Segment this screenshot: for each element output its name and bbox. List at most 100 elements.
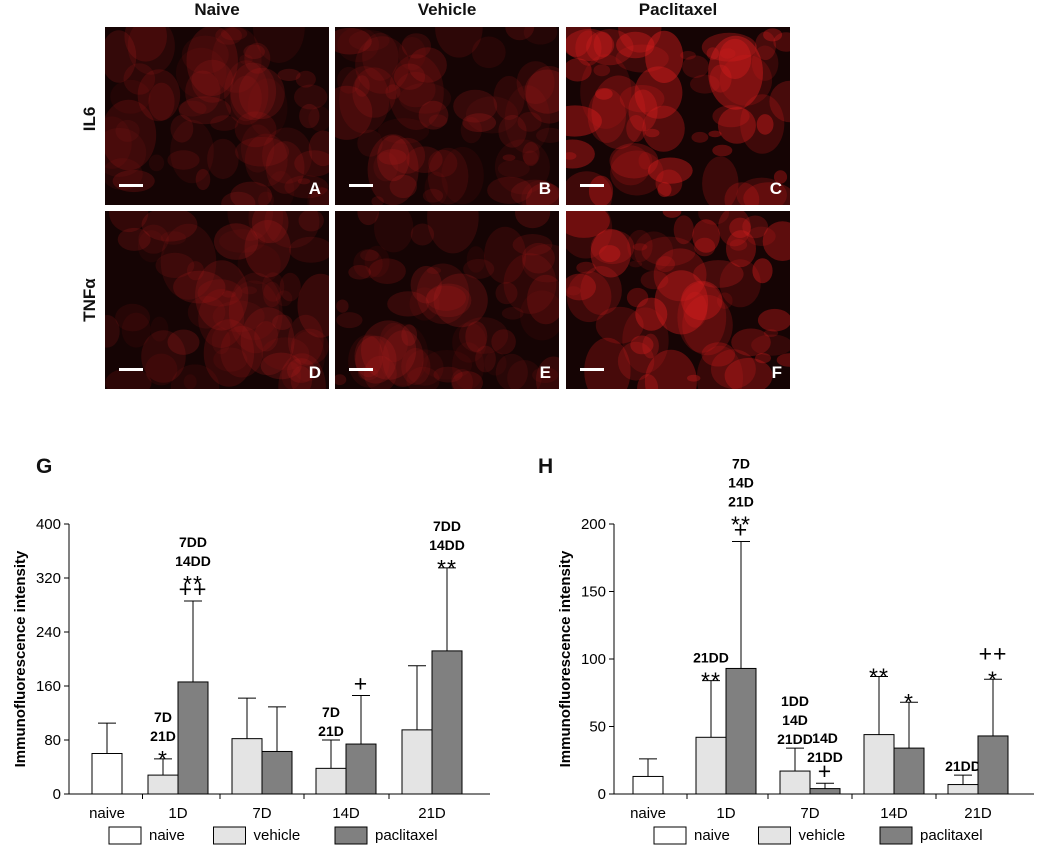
tissue-blob <box>393 63 426 90</box>
tissue-blob <box>497 159 530 178</box>
tissue-blob <box>599 245 621 263</box>
tissue-blob <box>427 147 469 205</box>
tissue-blob <box>522 244 559 283</box>
panel-label: A <box>308 179 321 198</box>
tissue-blob <box>527 274 559 325</box>
tissue-blob <box>698 211 730 225</box>
tissue-blob <box>224 60 269 125</box>
tissue-blob <box>742 215 769 239</box>
tissue-blob <box>708 130 722 138</box>
tissue-blob <box>247 78 288 138</box>
tissue-blob <box>515 211 551 229</box>
tissue-blob <box>284 175 329 199</box>
tissue-blob <box>105 368 152 389</box>
tissue-blob <box>307 186 329 205</box>
tissue-blob <box>498 114 527 148</box>
bar-paclitaxel <box>345 743 377 795</box>
tissue-blob <box>335 85 373 140</box>
tissue-blob <box>336 299 349 313</box>
tissue-blob <box>364 355 397 389</box>
tissue-blob <box>465 96 519 134</box>
tissue-blob <box>502 154 516 161</box>
tissue-blob <box>630 335 654 355</box>
tissue-blob <box>243 44 265 60</box>
tissue-blob <box>590 229 635 265</box>
tissue-blob <box>170 364 220 389</box>
tissue-blob <box>586 29 634 66</box>
tissue-blob <box>137 69 181 122</box>
y-tick-label: 400 <box>36 516 61 533</box>
significance-label: ** <box>869 664 889 690</box>
y-tick-label: 240 <box>36 624 61 641</box>
tissue-blob <box>471 36 506 69</box>
panel-label: E <box>539 363 551 382</box>
tissue-blob <box>348 334 390 388</box>
tissue-blob <box>360 249 379 261</box>
tissue-blob <box>524 69 559 114</box>
y-tick-label: 200 <box>581 516 606 533</box>
tissue-blob <box>289 236 329 263</box>
y-tick-label: 160 <box>36 678 61 695</box>
tissue-blob <box>105 315 120 348</box>
tissue-blob <box>655 256 675 273</box>
tissue-blob <box>751 334 790 356</box>
tissue-blob <box>181 35 229 74</box>
bar-vehicle <box>315 767 347 795</box>
tissue-blob <box>724 182 760 205</box>
tissue-blob <box>367 134 419 205</box>
y-tick-label: 150 <box>581 584 606 601</box>
tissue-blob <box>580 266 622 315</box>
significance-label: 14D <box>782 712 808 728</box>
legend-label-paclitaxel: paclitaxel <box>920 827 983 844</box>
tissue-blob <box>428 114 448 127</box>
tissue-blob <box>212 300 265 333</box>
tissue-blob <box>265 141 305 194</box>
scale-bar <box>119 368 143 371</box>
tissue-blob <box>462 113 497 133</box>
tissue-blob <box>405 349 444 386</box>
tissue-blob <box>213 347 248 372</box>
chart-letter-h: H <box>538 455 554 478</box>
tissue-blob <box>173 270 226 304</box>
tissue-blob <box>712 105 750 128</box>
tissue-blob <box>505 27 535 41</box>
tissue-blob <box>626 115 646 142</box>
x-tick-label: 7D <box>800 805 819 822</box>
tissue-blob <box>584 337 631 389</box>
tissue-blob <box>647 157 693 184</box>
tissue-blob <box>378 118 430 144</box>
tissue-blob <box>105 158 143 191</box>
tissue-blob <box>503 253 557 314</box>
tissue-blob <box>523 150 539 165</box>
tissue-blob <box>507 360 542 389</box>
tissue-blob <box>263 281 282 308</box>
tissue-blob <box>371 196 384 205</box>
significance-label: ** <box>183 571 203 597</box>
bar-vehicle <box>231 738 263 795</box>
tissue-blob <box>298 211 324 232</box>
tissue-blob <box>717 292 733 309</box>
tissue-blob <box>566 271 612 323</box>
tissue-blob <box>680 50 696 60</box>
tissue-blob <box>294 150 329 177</box>
tissue-blob <box>566 152 577 160</box>
tissue-blob <box>615 44 669 73</box>
tissue-blob <box>289 331 325 382</box>
tissue-blob <box>187 261 204 281</box>
y-tick-label: 320 <box>36 570 61 587</box>
tissue-blob <box>410 265 442 304</box>
tissue-blob <box>692 219 720 253</box>
tissue-blob <box>626 287 649 308</box>
tissue-blob <box>566 211 610 238</box>
tissue-blob <box>718 211 751 247</box>
tissue-blob <box>566 27 593 57</box>
significance-label: ++ <box>179 576 208 602</box>
tissue-blob <box>398 36 426 71</box>
panel-label: C <box>769 179 782 198</box>
tissue-blob <box>253 27 305 63</box>
tissue-blob <box>763 28 783 42</box>
x-tick-label: 21D <box>964 805 992 822</box>
tissue-blob <box>426 285 466 311</box>
x-tick-label: naive <box>630 805 666 822</box>
scale-bar <box>349 184 373 187</box>
